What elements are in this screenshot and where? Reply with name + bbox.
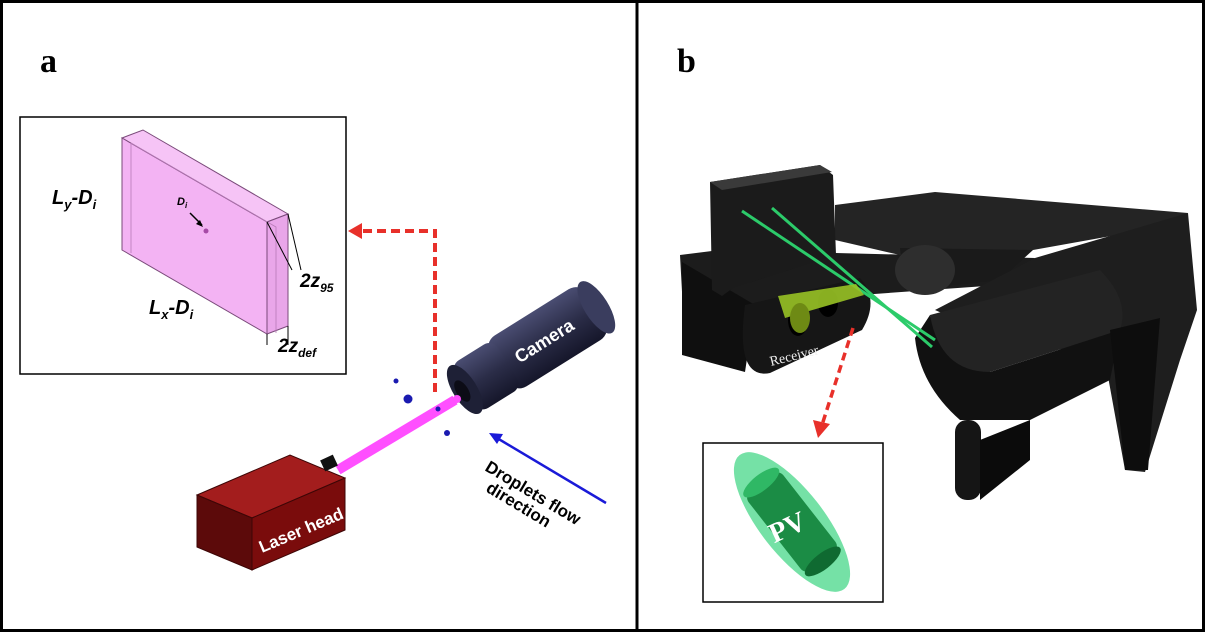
- probe-volume-pv: PV: [733, 452, 851, 592]
- laser-beam: [335, 395, 458, 475]
- panel-b: b Receiver: [677, 43, 1197, 603]
- ly-di-label: Ly-Di: [52, 187, 97, 212]
- droplet: [444, 430, 450, 436]
- di-label: Di: [177, 196, 188, 210]
- camera-to-inset-arrow: [356, 229, 437, 392]
- green-beam-2: [771, 206, 933, 349]
- flow-arrow: [496, 436, 607, 505]
- lx-di-label: Lx-Di: [149, 297, 194, 322]
- panel-a: a Ly-Di Lx-Di Di 2z95 2zdef: [19, 43, 616, 571]
- camera-to-inset-arrowhead: [348, 223, 362, 239]
- laser-head: Laser head: [195, 454, 347, 571]
- camera: Camera: [446, 281, 616, 415]
- droplet: [393, 378, 399, 384]
- z95-label: 2z95: [299, 271, 334, 295]
- pv-pointer-arrow: [820, 327, 855, 426]
- droplet: [435, 406, 441, 412]
- droplet: [403, 394, 413, 404]
- panel-a-letter: a: [40, 43, 57, 80]
- panel-b-letter: b: [677, 43, 696, 80]
- probe-volume-slab: [120, 129, 302, 345]
- zdef-label: 2zdef: [277, 336, 317, 360]
- green-beam-1: [741, 209, 936, 342]
- droplet-di-dot: [203, 228, 209, 234]
